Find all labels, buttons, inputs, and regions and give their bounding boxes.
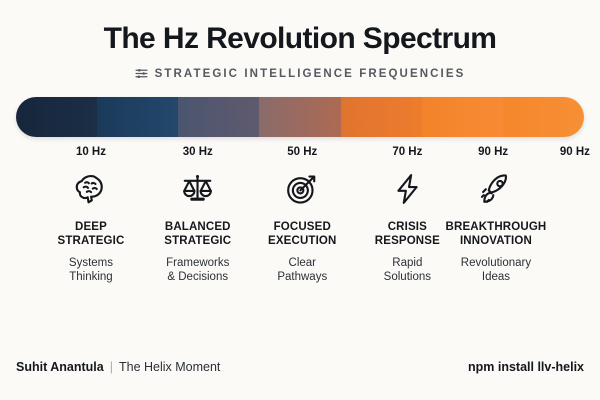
header: The Hz Revolution Spectrum STRATEGIC INT… [0, 0, 600, 80]
category-description: Rapid Solutions [383, 257, 431, 284]
frequency-tick: 90 Hz [478, 146, 509, 158]
target-icon [268, 167, 336, 211]
spectrum-bar [16, 97, 584, 137]
category-label: DEEP STRATEGIC [57, 221, 125, 248]
category-column: CRISIS RESPONSE Rapid Solutions [375, 167, 440, 285]
page-title: The Hz Revolution Spectrum [103, 22, 497, 55]
spectrum-bar-wrap [16, 97, 584, 137]
segment-2 [97, 97, 179, 137]
segment-6 [421, 97, 503, 137]
category-label: CRISIS RESPONSE [374, 221, 440, 248]
category-description: Revolutionary Ideas [460, 257, 532, 284]
author-name: Suhit Anantula [16, 360, 104, 374]
segment-7 [502, 97, 584, 137]
category-label: BREAKTHROUGH INNOVATION [445, 221, 547, 248]
footer-left: Suhit Anantula | The Helix Moment [16, 360, 220, 374]
category-label: BALANCED STRATEGIC [164, 221, 232, 248]
brand-name: The Helix Moment [118, 360, 221, 374]
segment-1 [16, 97, 98, 137]
lightning-bolt-icon [375, 167, 440, 211]
frequency-tick: 50 Hz [287, 146, 318, 158]
footer: Suhit Anantula | The Helix Moment npm in… [16, 360, 584, 374]
segment-3 [178, 97, 260, 137]
scales-icon [164, 167, 231, 211]
frequency-tick: 30 Hz [182, 146, 213, 158]
category-column: BREAKTHROUGH INNOVATION Revolutionary Ide… [446, 167, 547, 285]
subtitle-row: STRATEGIC INTELLIGENCE FREQUENCIES [0, 67, 600, 80]
category-label: FOCUSED EXECUTION [268, 221, 337, 248]
rocket-icon [446, 167, 547, 211]
page-subtitle: STRATEGIC INTELLIGENCE FREQUENCIES [154, 67, 466, 80]
category-column: BALANCED STRATEGIC Frameworks & Decisions [164, 167, 231, 285]
category-description: Systems Thinking [68, 257, 114, 284]
brain-icon [57, 167, 124, 211]
sliders-icon [135, 67, 148, 80]
category-column: DEEP STRATEGIC Systems Thinking [57, 167, 124, 285]
footer-divider: | [109, 360, 113, 374]
segment-4 [259, 97, 341, 137]
category-columns: DEEP STRATEGIC Systems Thinking BALANCED S… [16, 167, 584, 297]
frequency-tick: 90 Hz [559, 146, 590, 158]
frequency-ticks: 10 Hz 30 Hz 50 Hz 70 Hz 90 Hz 90 Hz [16, 137, 590, 159]
segment-5 [340, 97, 422, 137]
category-column: FOCUSED EXECUTION Clear Pathways [268, 167, 336, 285]
category-description: Clear Pathways [277, 257, 328, 284]
install-command: npm install llv-helix [468, 360, 584, 374]
frequency-tick: 70 Hz [392, 146, 423, 158]
frequency-tick: 10 Hz [75, 146, 106, 158]
category-description: Frameworks & Decisions [166, 257, 230, 284]
